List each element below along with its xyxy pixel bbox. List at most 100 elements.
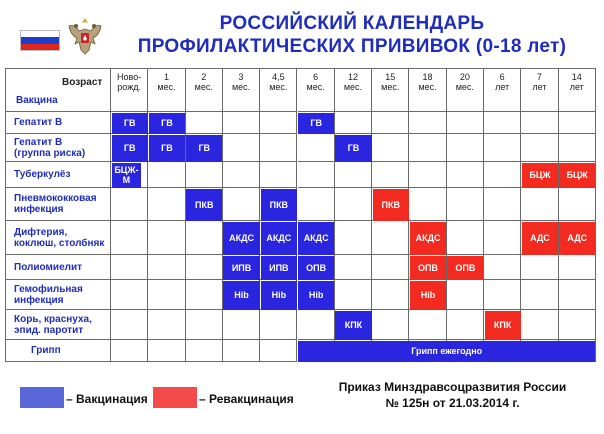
vaccination-block: ИПВ bbox=[223, 255, 260, 280]
vaccination-block: Hib bbox=[260, 280, 297, 310]
column-header-line: 7 bbox=[536, 72, 542, 82]
column-header-line: мес. bbox=[269, 82, 288, 92]
table-cell bbox=[148, 221, 186, 255]
row-label-line: (группа риска) bbox=[14, 147, 86, 159]
table-cell bbox=[334, 221, 373, 255]
column-header-line: 14 bbox=[571, 72, 582, 82]
row-label: Гепатит В (группа риска) bbox=[5, 134, 111, 162]
vaccination-block: ГВ bbox=[111, 112, 148, 134]
table-cell bbox=[372, 255, 410, 280]
vaccination-block: ПКВ bbox=[260, 188, 297, 221]
block-label: АКДС bbox=[303, 233, 329, 243]
column-header-line: лет bbox=[495, 82, 510, 92]
block-label: ПКВ bbox=[381, 199, 400, 210]
column-header-line: рожд. bbox=[117, 82, 141, 92]
row-label: Грипп bbox=[5, 340, 111, 362]
table-cell bbox=[372, 112, 410, 134]
block-label: ИПВ bbox=[269, 262, 289, 273]
table-cell bbox=[222, 162, 261, 188]
table-cell bbox=[446, 280, 484, 310]
vaccination-block: БЦЖ- М bbox=[111, 162, 142, 188]
table-cell bbox=[148, 255, 186, 280]
header: РОССИЙСКИЙ КАЛЕНДАРЬ ПРОФИЛАКТИЧЕСКИХ ПР… bbox=[0, 0, 604, 66]
vaccination-block: КПК bbox=[335, 310, 372, 340]
row-label: Туберкулёз bbox=[5, 162, 111, 188]
table-cell bbox=[446, 221, 484, 255]
revaccination-block: АДС bbox=[559, 221, 596, 255]
table-frame bbox=[5, 68, 596, 362]
vaccination-block: ГВ bbox=[298, 112, 335, 134]
table-cell bbox=[484, 112, 522, 134]
table-cell bbox=[409, 188, 447, 221]
block-label: АДС bbox=[530, 233, 550, 243]
vaccination-block: ИПВ bbox=[260, 255, 297, 280]
table-cell bbox=[372, 310, 410, 340]
row-label-line: Гемофильная bbox=[14, 283, 83, 295]
table-cell bbox=[446, 112, 484, 134]
column-header: 12 мес. bbox=[334, 68, 373, 112]
block-label: КПК bbox=[493, 320, 512, 330]
table-cell bbox=[185, 221, 223, 255]
legend-revaccination-swatch bbox=[153, 387, 197, 408]
row-label-line: эпид. паротит bbox=[14, 324, 84, 336]
table-cell bbox=[484, 221, 522, 255]
vaccination-block: ГВ bbox=[148, 134, 186, 162]
row-label-line: коклюш, столбняк bbox=[14, 237, 105, 249]
column-header: 3 мес. bbox=[222, 68, 261, 112]
row-label-line: Пневмококковая bbox=[14, 193, 97, 204]
block-label: Hib bbox=[420, 290, 436, 300]
table-cell bbox=[484, 255, 522, 280]
block-label: ПКВ bbox=[195, 199, 214, 210]
table-cell bbox=[148, 340, 186, 362]
revaccination-block: АКДС bbox=[409, 221, 447, 255]
block-label: АДС bbox=[567, 233, 588, 243]
column-header: 2 мес. bbox=[185, 68, 223, 112]
table-cell bbox=[185, 112, 223, 134]
vaccination-block: ГВ bbox=[186, 134, 223, 162]
row-label-line: Гепатит В bbox=[14, 117, 63, 128]
block-label: ГВ bbox=[161, 143, 173, 153]
column-header-line: лет bbox=[569, 82, 584, 92]
table-cell bbox=[111, 162, 149, 188]
table-cell bbox=[484, 280, 522, 310]
column-header-line: мес. bbox=[231, 82, 251, 92]
block-label: ГВ bbox=[123, 118, 136, 128]
row-label: Гемофильная инфекция bbox=[5, 280, 111, 310]
table-cell bbox=[185, 310, 223, 340]
revaccination-block: АДС bbox=[521, 221, 559, 255]
column-header-line: Ново- bbox=[117, 72, 142, 82]
table-cell bbox=[111, 188, 149, 221]
table-cell bbox=[111, 310, 149, 340]
table-cell bbox=[409, 162, 447, 188]
column-header: 6 лет bbox=[484, 68, 522, 112]
vaccination-block: ГВ bbox=[148, 112, 186, 134]
block-label: Грипп ежегодно bbox=[411, 346, 483, 356]
block-label: Hib bbox=[271, 290, 287, 300]
column-header-line: мес. bbox=[455, 82, 474, 92]
revaccination-block: ПКВ bbox=[372, 188, 409, 221]
table-cell bbox=[446, 134, 484, 162]
table-cell bbox=[260, 112, 298, 134]
table-corner-cell bbox=[5, 68, 111, 112]
table-cell bbox=[260, 310, 298, 340]
vaccination-block: АКДС bbox=[298, 221, 335, 255]
table-cell bbox=[334, 112, 373, 134]
block-label: ПКВ bbox=[269, 199, 289, 210]
column-header-line: 1 bbox=[163, 72, 169, 82]
table-cell bbox=[185, 162, 223, 188]
table-cell bbox=[372, 280, 410, 310]
legend-vaccination-swatch bbox=[20, 387, 64, 408]
table-cell bbox=[484, 134, 522, 162]
block-label: БЦЖ bbox=[566, 170, 588, 180]
row-label: Дифтерия, коклюш, столбняк bbox=[5, 221, 111, 255]
vaccination-block: ГВ bbox=[111, 134, 148, 162]
legend-vaccination-label: – Вакцинация bbox=[66, 392, 148, 406]
block-label: ОПВ bbox=[306, 262, 327, 273]
column-header: Ново-рожд. bbox=[111, 68, 149, 112]
table-cell bbox=[334, 255, 373, 280]
block-label: КПК bbox=[344, 320, 363, 330]
table-cell bbox=[260, 340, 298, 362]
vaccination-block: Hib bbox=[298, 280, 335, 310]
table-cell bbox=[521, 280, 559, 310]
block-label: БЦЖ bbox=[529, 170, 551, 180]
